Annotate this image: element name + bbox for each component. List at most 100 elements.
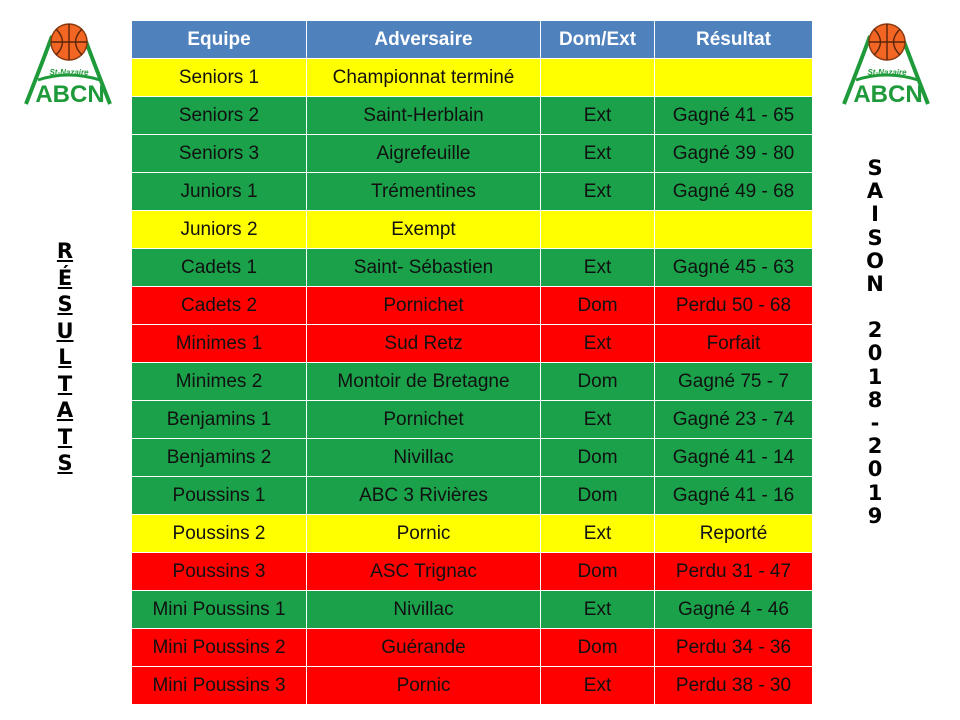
cell-equipe: Benjamins 1 <box>131 400 307 439</box>
vertical-letter: 1 <box>867 364 883 389</box>
cell-resultat: Perdu 31 - 47 <box>654 552 813 591</box>
cell-equipe: Cadets 1 <box>131 248 307 287</box>
cell-equipe: Poussins 3 <box>131 552 307 591</box>
cell-equipe: Cadets 2 <box>131 286 307 325</box>
cell-equipe: Mini Poussins 3 <box>131 666 307 705</box>
cell-resultat: Gagné 41 - 14 <box>654 438 813 477</box>
logo-letters: ABCN <box>853 81 922 108</box>
cell-dom-ext: Ext <box>540 134 655 173</box>
table-row: Juniors 1 Trémentines Ext Gagné 49 - 68 <box>131 172 813 211</box>
table-row: Poussins 1 ABC 3 Rivières Dom Gagné 41 - 16 <box>131 476 813 515</box>
vertical-letter: R <box>56 239 74 263</box>
vertical-letter: U <box>56 318 74 343</box>
column-header-resultat: Résultat <box>654 20 813 59</box>
cell-resultat: Forfait <box>654 324 813 363</box>
cell-dom-ext <box>540 58 655 97</box>
table-row: Cadets 1 Saint- Sébastien Ext Gagné 45 - 63 <box>131 248 813 287</box>
cell-adversaire: Guérande <box>306 628 541 667</box>
vertical-letter: - <box>870 411 880 436</box>
cell-dom-ext: Ext <box>540 96 655 135</box>
cell-equipe: Minimes 1 <box>131 324 307 363</box>
cell-dom-ext: Ext <box>540 324 655 363</box>
cell-adversaire: Saint-Herblain <box>306 96 541 135</box>
cell-resultat: Gagné 4 - 46 <box>654 590 813 629</box>
table-row: Cadets 2 Pornichet Dom Perdu 50 - 68 <box>131 286 813 325</box>
cell-dom-ext: Ext <box>540 400 655 439</box>
cell-resultat: Gagné 41 - 16 <box>654 476 813 515</box>
vertical-letter: A <box>56 398 74 422</box>
cell-adversaire: Saint- Sébastien <box>306 248 541 287</box>
cell-dom-ext: Ext <box>540 172 655 211</box>
cell-adversaire: Pornic <box>306 514 541 553</box>
cell-adversaire: Exempt <box>306 210 541 249</box>
cell-equipe: Juniors 2 <box>131 210 307 249</box>
basketball-logo-icon: St-Nazaire ABCN <box>842 23 930 108</box>
cell-equipe: Poussins 2 <box>131 514 307 553</box>
table-row: Poussins 3 ASC Trignac Dom Perdu 31 - 47 <box>131 552 813 591</box>
cell-adversaire: Sud Retz <box>306 324 541 363</box>
cell-dom-ext: Dom <box>540 628 655 667</box>
vertical-letter: S <box>867 156 883 180</box>
cell-dom-ext: Dom <box>540 362 655 401</box>
cell-adversaire: Pornichet <box>306 400 541 439</box>
cell-adversaire: ABC 3 Rivières <box>306 476 541 515</box>
cell-equipe: Seniors 1 <box>131 58 307 97</box>
cell-resultat: Gagné 23 - 74 <box>654 400 813 439</box>
cell-resultat <box>654 58 813 97</box>
vertical-letter: 2 <box>867 434 883 459</box>
cell-adversaire: Nivillac <box>306 590 541 629</box>
vertical-letter: I <box>871 202 879 227</box>
cell-resultat: Gagné 49 - 68 <box>654 172 813 211</box>
cell-equipe: Poussins 1 <box>131 476 307 515</box>
table-row: Seniors 2 Saint-Herblain Ext Gagné 41 - 65 <box>131 96 813 135</box>
table-row: Benjamins 2 Nivillac Dom Gagné 41 - 14 <box>131 438 813 477</box>
cell-adversaire: Championnat terminé <box>306 58 541 97</box>
cell-dom-ext: Ext <box>540 248 655 287</box>
results-table-body: Seniors 1 Championnat terminé Seniors 2 Sai… <box>131 58 813 705</box>
cell-equipe: Minimes 2 <box>131 362 307 401</box>
cell-adversaire: Pornic <box>306 666 541 705</box>
cell-resultat: Gagné 39 - 80 <box>654 134 813 173</box>
vertical-letter: N <box>866 272 884 297</box>
table-row: Juniors 2 Exempt <box>131 210 813 249</box>
vertical-title-saison: S A I S O N 2 0 1 8 - 2 0 1 9 <box>862 156 888 528</box>
table-row: Mini Poussins 2 Guérande Dom Perdu 34 - 36 <box>131 628 813 667</box>
column-header-adversaire: Adversaire <box>306 20 541 59</box>
vertical-letter: S <box>867 225 883 250</box>
vertical-title-resultats: R É S U L T A T S <box>52 238 78 477</box>
table-row: Minimes 2 Montoir de Bretagne Dom Gagné 75 … <box>131 362 813 401</box>
cell-dom-ext: Dom <box>540 286 655 325</box>
cell-equipe: Juniors 1 <box>131 172 307 211</box>
cell-equipe: Mini Poussins 2 <box>131 628 307 667</box>
cell-resultat: Reporté <box>654 514 813 553</box>
cell-resultat <box>654 210 813 249</box>
cell-equipe: Seniors 2 <box>131 96 307 135</box>
cell-equipe: Seniors 3 <box>131 134 307 173</box>
vertical-letter: É <box>57 265 73 290</box>
abcn-logo-left: St-Nazaire ABCN <box>14 18 122 110</box>
table-row: Seniors 1 Championnat terminé <box>131 58 813 97</box>
table-row: Seniors 3 Aigrefeuille Ext Gagné 39 - 80 <box>131 134 813 173</box>
table-row: Mini Poussins 1 Nivillac Ext Gagné 4 - 46 <box>131 590 813 629</box>
vertical-letter: L <box>58 345 72 369</box>
abcn-logo-right: St-Nazaire ABCN <box>832 18 940 110</box>
cell-adversaire: Pornichet <box>306 286 541 325</box>
cell-adversaire: Aigrefeuille <box>306 134 541 173</box>
cell-dom-ext: Ext <box>540 514 655 553</box>
cell-resultat: Perdu 34 - 36 <box>654 628 813 667</box>
vertical-letter: O <box>866 248 884 273</box>
vertical-letter: 9 <box>867 503 883 528</box>
table-row: Mini Poussins 3 Pornic Ext Perdu 38 - 30 <box>131 666 813 705</box>
cell-dom-ext: Ext <box>540 666 655 705</box>
vertical-letter: 2 <box>867 318 883 343</box>
cell-dom-ext <box>540 210 655 249</box>
logo-letters: ABCN <box>35 81 104 108</box>
cell-resultat: Gagné 45 - 63 <box>654 248 813 287</box>
cell-resultat: Perdu 38 - 30 <box>654 666 813 705</box>
cell-dom-ext: Dom <box>540 476 655 515</box>
vertical-letter: 8 <box>867 387 883 412</box>
cell-adversaire: Nivillac <box>306 438 541 477</box>
logo-subtitle: St-Nazaire <box>867 68 907 77</box>
results-table: Equipe Adversaire Dom/Ext Résultat Senio… <box>131 20 813 705</box>
cell-dom-ext: Dom <box>540 552 655 591</box>
